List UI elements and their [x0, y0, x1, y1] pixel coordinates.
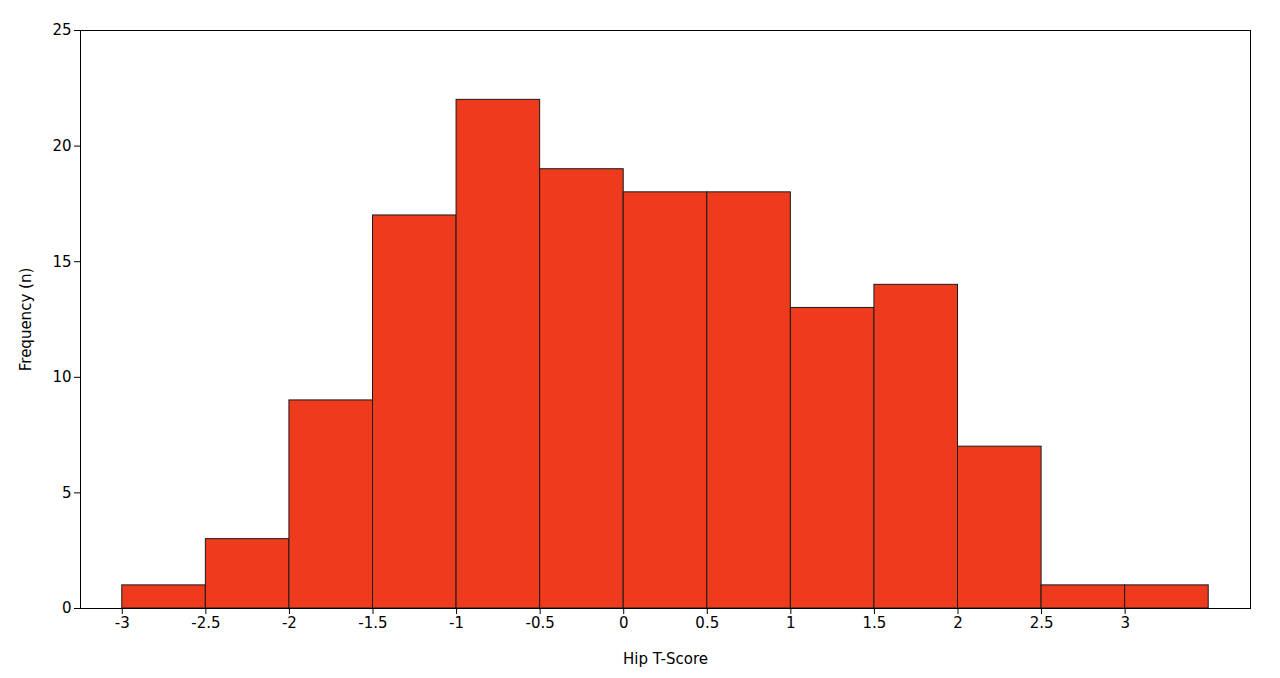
- svg-text:25: 25: [52, 21, 71, 39]
- svg-text:2.5: 2.5: [1030, 614, 1054, 632]
- svg-text:15: 15: [52, 253, 71, 271]
- svg-text:5: 5: [62, 484, 72, 502]
- svg-text:1.5: 1.5: [862, 614, 886, 632]
- svg-text:-1.5: -1.5: [358, 614, 387, 632]
- svg-text:Hip T-Score: Hip T-Score: [623, 650, 708, 668]
- svg-text:0.5: 0.5: [695, 614, 719, 632]
- svg-text:0: 0: [62, 599, 72, 617]
- svg-text:0: 0: [619, 614, 629, 632]
- svg-text:20: 20: [52, 137, 71, 155]
- svg-text:1: 1: [786, 614, 796, 632]
- svg-text:-2: -2: [282, 614, 297, 632]
- svg-text:-0.5: -0.5: [526, 614, 555, 632]
- svg-text:Frequency (n): Frequency (n): [17, 268, 35, 371]
- svg-text:-1: -1: [449, 614, 464, 632]
- svg-text:2: 2: [953, 614, 963, 632]
- svg-text:-3: -3: [115, 614, 130, 632]
- svg-text:10: 10: [52, 368, 71, 386]
- svg-text:-2.5: -2.5: [191, 614, 220, 632]
- svg-text:3: 3: [1120, 614, 1130, 632]
